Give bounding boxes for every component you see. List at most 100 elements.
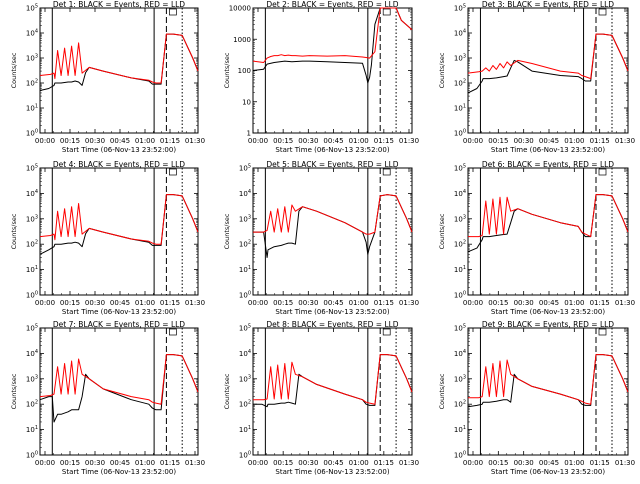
y-tick-label: 1000	[233, 36, 251, 44]
x-tick-label: 00:45	[110, 137, 130, 145]
x-tick-label: 00:15	[488, 137, 508, 145]
series-lld-line	[252, 7, 413, 63]
plot-frame	[467, 167, 629, 296]
plot-frame	[39, 7, 199, 134]
x-tick-label: 01:00	[564, 137, 584, 145]
detector-panel-7: 100 101 102 103 104 105 00:00 00:15 00:30 00:45 01…	[10, 320, 205, 476]
x-tick-label: 00:45	[110, 299, 130, 307]
y-tick-label: 104	[454, 349, 466, 358]
y-tick-label: 100	[26, 129, 38, 138]
y-tick-label: 100	[454, 451, 466, 460]
x-tick-label: 00:45	[539, 137, 559, 145]
marker-box	[382, 168, 391, 176]
y-tick-label: 102	[26, 400, 38, 409]
x-tick-label: 01:30	[615, 137, 635, 145]
panel-title: Det 7: BLACK = Events, RED = LLD	[53, 320, 185, 329]
y-tick-label: 101	[26, 265, 38, 274]
y-tick-label: 10	[242, 98, 251, 106]
y-tick-label: 100	[26, 291, 38, 300]
x-tick-label: 01:15	[590, 299, 610, 307]
x-tick-label: 00:45	[323, 299, 343, 307]
x-tick-label: 01:30	[615, 299, 635, 307]
x-tick-label: 01:00	[349, 137, 369, 145]
detector-panel-2: 1 10 100 1000 10000 00:00 00:15 00:30 00:45 01:00…	[223, 0, 419, 154]
x-tick-label: 00:15	[60, 299, 80, 307]
y-tick-label: 105	[239, 164, 251, 173]
y-tick-label: 105	[26, 324, 38, 333]
detector-panel-4: 100 101 102 103 104 105 00:00 00:15 00:30 00:45 01…	[10, 160, 205, 316]
y-axis-label: Counts/sec	[10, 373, 18, 409]
y-tick-label: 104	[454, 189, 466, 198]
y-tick-label: 102	[454, 79, 466, 88]
y-tick-label: 101	[239, 265, 251, 274]
y-tick-label: 103	[454, 374, 466, 383]
x-tick-label: 01:30	[399, 137, 419, 145]
y-tick-label: 100	[239, 451, 251, 460]
x-tick-label: 00:00	[463, 299, 483, 307]
panel-title: Det 2: BLACK = Events, RED = LLD	[266, 0, 398, 9]
y-tick-label: 100	[239, 291, 251, 300]
x-axis-label: Start Time (06-Nov-13 23:52:00)	[62, 308, 176, 316]
y-tick-label: 101	[454, 425, 466, 434]
panel-title: Det 3: BLACK = Events, RED = LLD	[482, 0, 614, 9]
marker-box	[382, 328, 391, 336]
series-events-line	[39, 33, 199, 91]
x-tick-label: 00:00	[35, 137, 55, 145]
marker-box	[169, 168, 177, 176]
y-tick-label: 104	[239, 189, 251, 198]
y-axis-label: Counts/sec	[223, 373, 231, 409]
x-tick-label: 01:15	[374, 299, 394, 307]
y-tick-label: 1	[247, 130, 251, 138]
y-axis-label: Counts/sec	[223, 52, 231, 88]
x-tick-label: 00:00	[248, 299, 268, 307]
detector-panel-8: 100 101 102 103 104 105 00:00 00:15 00:30 00:45 01…	[223, 320, 419, 476]
y-tick-label: 103	[239, 214, 251, 223]
panel-title: Det 8: BLACK = Events, RED = LLD	[266, 320, 398, 329]
marker-box	[169, 328, 177, 336]
y-tick-label: 101	[454, 104, 466, 113]
plot-frame	[39, 327, 199, 456]
y-tick-label: 101	[239, 425, 251, 434]
series-lld-line	[468, 354, 629, 405]
x-tick-label: 00:00	[248, 137, 268, 145]
x-tick-label: 01:00	[135, 137, 155, 145]
detector-panel-6: 100 101 102 103 104 105 00:00 00:15 00:30 00:45 01…	[438, 160, 635, 316]
panel-title: Det 9: BLACK = Events, RED = LLD	[482, 320, 614, 329]
x-tick-label: 00:15	[60, 137, 80, 145]
x-tick-label: 01:30	[185, 459, 205, 467]
y-tick-label: 104	[454, 29, 466, 38]
x-tick-label: 01:30	[185, 299, 205, 307]
x-tick-label: 01:00	[135, 299, 155, 307]
marker-box	[598, 8, 607, 16]
y-tick-label: 102	[26, 79, 38, 88]
x-tick-label: 00:00	[35, 299, 55, 307]
x-tick-label: 00:15	[488, 299, 508, 307]
y-tick-label: 105	[239, 324, 251, 333]
plot-frame	[467, 7, 629, 134]
x-tick-label: 00:30	[514, 137, 534, 145]
x-axis-label: Start Time (06-Nov-13 23:52:00)	[491, 146, 605, 154]
x-axis-label: Start Time (06-Nov-13 23:52:00)	[275, 146, 389, 154]
y-tick-label: 103	[239, 374, 251, 383]
x-tick-label: 00:15	[273, 299, 293, 307]
x-axis-label: Start Time (06-Nov-13 23:52:00)	[62, 468, 176, 476]
x-tick-label: 01:15	[590, 459, 610, 467]
plot-frame	[252, 7, 413, 134]
y-tick-label: 102	[454, 400, 466, 409]
x-tick-label: 00:00	[463, 459, 483, 467]
x-tick-label: 00:45	[539, 459, 559, 467]
x-tick-label: 01:15	[374, 137, 394, 145]
series-lld-line	[467, 33, 629, 80]
y-tick-label: 104	[239, 349, 251, 358]
x-tick-label: 00:00	[248, 459, 268, 467]
y-tick-label: 101	[454, 265, 466, 274]
y-tick-label: 100	[454, 129, 466, 138]
plot-frame	[39, 167, 199, 296]
marker-box	[169, 8, 177, 16]
detector-panel-5: 100 101 102 103 104 105 00:00 00:15 00:30 00:45 01…	[223, 160, 419, 316]
marker-box	[382, 8, 391, 16]
y-axis-label: Counts/sec	[438, 52, 446, 88]
y-axis-label: Counts/sec	[438, 213, 446, 249]
y-tick-label: 103	[454, 214, 466, 223]
